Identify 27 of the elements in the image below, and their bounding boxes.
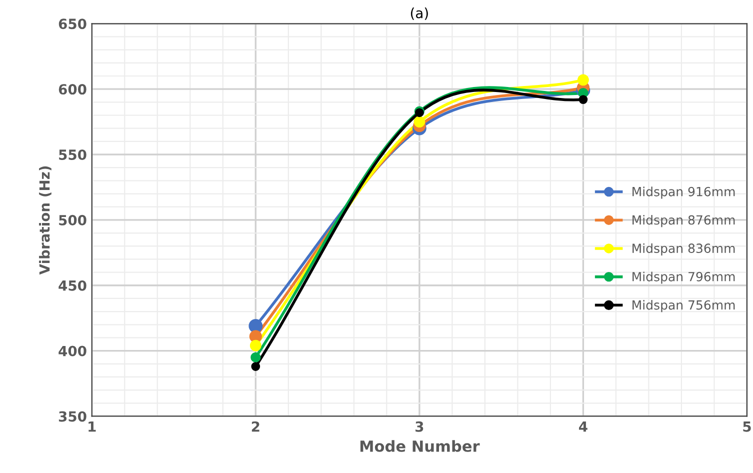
x-tick-label: 2 — [252, 421, 260, 432]
point — [248, 319, 263, 333]
point — [250, 352, 261, 362]
legend-label: Midspan 876mm — [632, 214, 735, 228]
y-tick-label: 650 — [58, 18, 86, 30]
point — [251, 362, 260, 371]
y-axis-title: Vibration (Hz) — [39, 166, 52, 275]
y-tick-label: 450 — [58, 280, 86, 291]
legend-label: Midspan 836mm — [632, 243, 735, 256]
y-tick-label: 500 — [59, 214, 86, 226]
x-tick-label: 3 — [416, 421, 424, 432]
y-tick-label: 550 — [59, 149, 86, 160]
point — [578, 74, 589, 86]
legend-label: Midspan 916mm — [632, 186, 735, 199]
point — [578, 95, 588, 104]
y-tick-label: 350 — [58, 411, 86, 422]
x-tick-label: 4 — [578, 422, 588, 432]
x-axis-title: Mode Number — [360, 440, 480, 452]
legend-label: Midspan 796mm — [632, 272, 735, 284]
y-tick-label: 400 — [58, 346, 86, 356]
x-tick-label: 5 — [743, 422, 751, 432]
y-tick-label: 600 — [58, 84, 86, 95]
point — [414, 116, 426, 128]
point — [250, 340, 262, 352]
legend-label: Midspan 756mm — [632, 300, 735, 312]
x-tick-label: 1 — [88, 422, 96, 432]
chart-title: (a) — [410, 8, 428, 20]
